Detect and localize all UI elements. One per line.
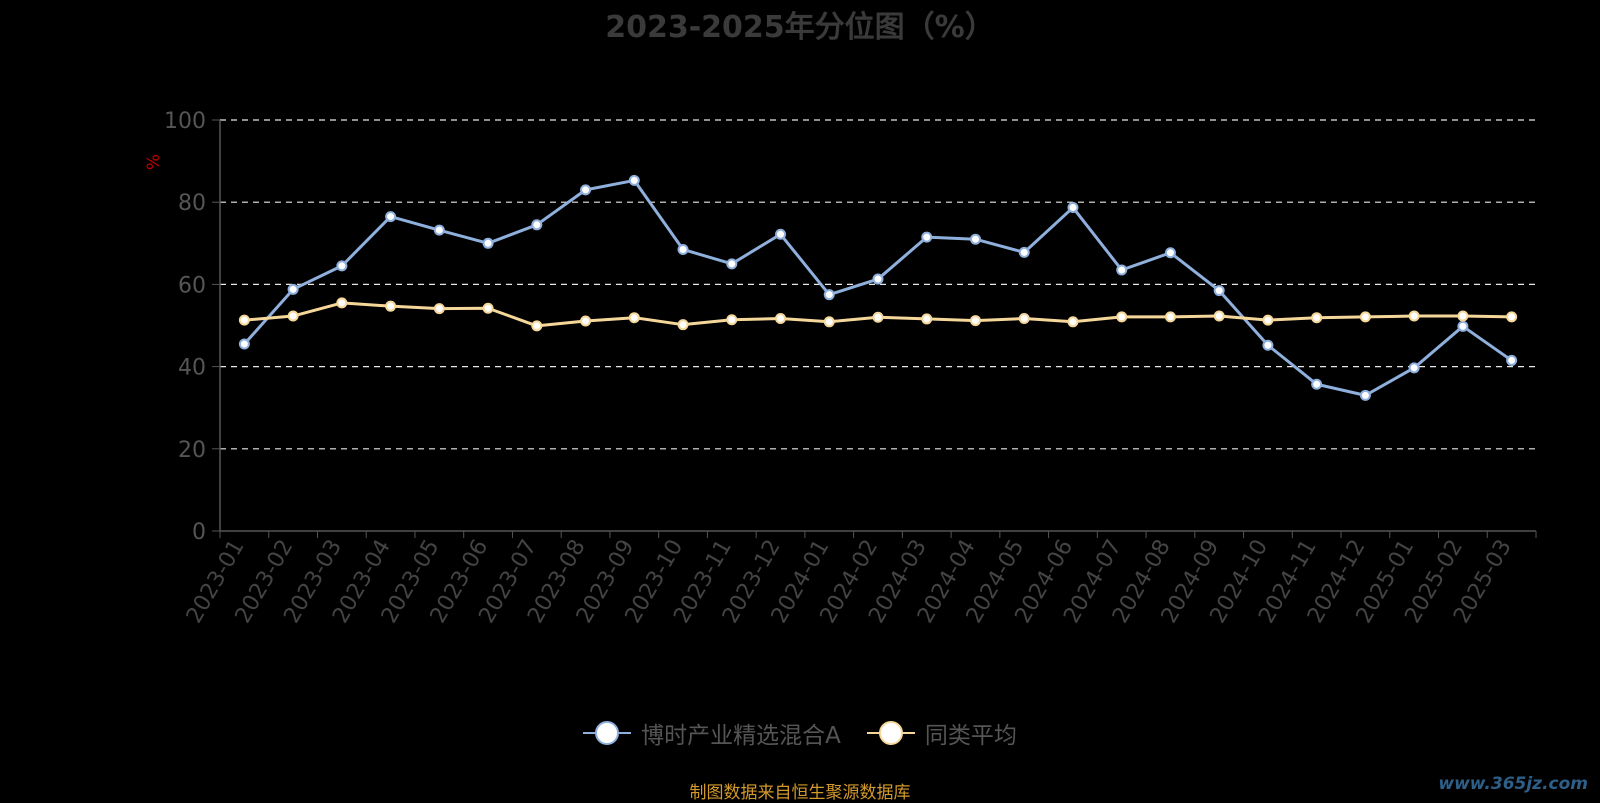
data-point-series-0	[921, 231, 933, 243]
data-point-series-0	[1213, 285, 1225, 297]
data-point-series-0	[1359, 389, 1371, 401]
y-tick-label: 0	[192, 520, 206, 545]
data-point-series-1	[336, 297, 348, 309]
legend-swatch-average	[866, 720, 915, 746]
data-point-series-0	[385, 211, 397, 223]
data-point-series-1	[385, 300, 397, 312]
data-point-series-0	[1506, 354, 1518, 366]
data-point-series-1	[1116, 311, 1128, 323]
y-tick-label: 60	[178, 273, 206, 298]
data-point-series-0	[336, 260, 348, 272]
data-point-series-1	[677, 319, 689, 331]
legend-swatch-fund	[583, 720, 632, 746]
data-point-series-1	[921, 313, 933, 325]
data-point-series-1	[482, 302, 494, 314]
data-point-series-0	[238, 338, 250, 350]
data-point-series-0	[872, 273, 884, 285]
data-point-series-1	[1359, 311, 1371, 323]
data-point-series-0	[1311, 378, 1323, 390]
data-point-series-1	[872, 311, 884, 323]
data-point-series-1	[531, 320, 543, 332]
data-point-series-0	[531, 219, 543, 231]
data-point-series-1	[433, 303, 445, 315]
legend-item-average[interactable]: 同类平均	[866, 716, 1017, 750]
data-point-series-1	[1311, 312, 1323, 324]
data-point-series-1	[628, 312, 640, 324]
data-point-series-0	[1262, 339, 1274, 351]
data-point-series-0	[433, 224, 445, 236]
data-point-series-1	[1067, 316, 1079, 328]
data-point-series-0	[1457, 320, 1469, 332]
y-tick-label: 20	[178, 438, 206, 463]
watermark: www.365jz.com	[1438, 774, 1588, 794]
data-point-series-0	[287, 283, 299, 295]
legend-item-fund[interactable]: 博时产业精选混合A	[583, 716, 841, 750]
data-point-series-1	[969, 315, 981, 327]
data-point-series-0	[482, 237, 494, 249]
data-point-series-1	[1262, 314, 1274, 326]
data-point-series-1	[1213, 310, 1225, 322]
data-point-series-0	[1116, 264, 1128, 276]
data-point-series-0	[1408, 362, 1420, 374]
data-point-series-1	[238, 314, 250, 326]
data-point-series-1	[1164, 311, 1176, 323]
data-point-series-0	[677, 243, 689, 255]
legend: 博时产业精选混合A 同类平均	[0, 716, 1600, 750]
data-point-series-1	[775, 313, 787, 325]
data-point-series-1	[1408, 310, 1420, 322]
data-point-series-1	[1457, 310, 1469, 322]
data-point-series-0	[580, 184, 592, 196]
y-tick-label: 80	[178, 191, 206, 216]
data-point-series-0	[1164, 247, 1176, 259]
data-point-series-0	[1018, 246, 1030, 258]
line-chart: 0204060801002023-012023-022023-032023-04…	[164, 109, 1537, 628]
legend-label-average: 同类平均	[924, 723, 1017, 749]
data-source-note: 制图数据来自恒生聚源数据库	[689, 783, 911, 803]
data-point-series-0	[628, 174, 640, 186]
series-line-0	[243, 178, 1513, 397]
data-point-series-0	[726, 258, 738, 270]
data-point-series-1	[287, 310, 299, 322]
data-point-series-0	[823, 289, 835, 301]
chart-title: 2023-2025年分位图（%）	[605, 10, 995, 45]
y-tick-label: 40	[178, 356, 206, 381]
data-point-series-0	[1067, 202, 1079, 214]
y-tick-label: 100	[164, 109, 206, 134]
data-point-series-1	[580, 315, 592, 327]
data-point-series-0	[969, 233, 981, 245]
data-point-series-1	[726, 314, 738, 326]
data-point-series-1	[1018, 313, 1030, 325]
data-point-series-0	[775, 228, 787, 240]
data-point-series-1	[1506, 311, 1518, 323]
data-point-series-1	[823, 316, 835, 328]
legend-label-fund: 博时产业精选混合A	[641, 723, 841, 749]
